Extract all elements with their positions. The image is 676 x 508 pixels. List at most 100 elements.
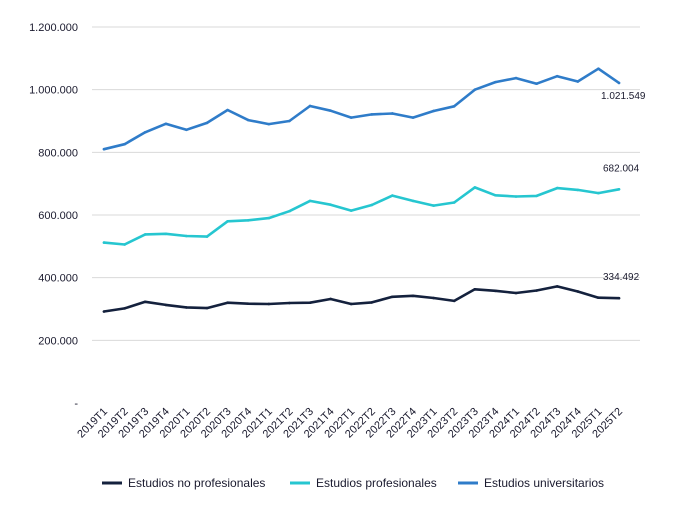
data-point — [411, 199, 415, 203]
data-point — [514, 76, 518, 80]
y-tick-label: 1.200.000 — [29, 22, 78, 34]
gridlines — [92, 26, 640, 341]
data-point — [164, 232, 168, 236]
data-point — [370, 301, 374, 304]
data-point — [473, 287, 477, 291]
data-point — [391, 194, 394, 197]
data-point — [555, 285, 559, 288]
data-point — [617, 188, 621, 191]
series-line — [102, 67, 621, 151]
data-point — [288, 209, 291, 213]
data-point — [143, 233, 147, 236]
data-point — [123, 243, 126, 246]
data-point — [329, 109, 332, 112]
data-point — [226, 219, 229, 223]
data-point — [123, 142, 126, 146]
data-point — [514, 195, 518, 198]
data-point — [226, 108, 229, 112]
data-point — [185, 128, 188, 132]
x-axis-ticks: 2019T12019T22019T32019T42020T12020T22020… — [75, 406, 625, 441]
series-line — [102, 285, 621, 313]
data-point — [288, 301, 291, 305]
data-point — [535, 194, 538, 198]
data-point — [308, 199, 312, 203]
y-tick-label: 400.000 — [38, 273, 78, 285]
y-tick-label: 200.000 — [38, 335, 78, 347]
data-point — [391, 295, 394, 299]
data-point — [452, 104, 456, 108]
data-point — [555, 74, 559, 78]
data-point — [452, 299, 456, 303]
data-point — [164, 303, 168, 307]
data-point — [411, 116, 415, 119]
data-point — [349, 116, 353, 119]
data-point — [226, 301, 229, 305]
data-point — [308, 104, 312, 108]
data-point — [535, 289, 538, 292]
data-point — [267, 302, 271, 306]
data-point — [617, 296, 621, 300]
y-axis-ticks: - 200.000 400.000 600.000 800.000 1.000.000 1.… — [29, 22, 78, 410]
data-point — [143, 130, 147, 134]
data-point — [370, 113, 374, 116]
data-point — [576, 290, 580, 293]
data-point — [185, 306, 188, 309]
y-tick-label: 600.000 — [38, 210, 78, 222]
data-point — [535, 82, 538, 86]
legend-label: Estudios universitarios — [484, 476, 604, 490]
data-point — [597, 191, 600, 195]
legend-label: Estudios profesionales — [316, 476, 437, 490]
data-point — [205, 121, 209, 125]
legend: Estudios no profesionales Estudios profes… — [102, 476, 604, 490]
data-point — [288, 119, 291, 123]
series-line — [102, 186, 621, 246]
data-point — [494, 80, 497, 84]
y-tick-label: - — [74, 398, 78, 410]
data-point — [432, 204, 435, 207]
data-point — [246, 302, 250, 305]
end-value-labels: 334.492 682.004 1.021.549 — [601, 91, 646, 283]
data-point — [205, 235, 209, 238]
data-point — [494, 193, 497, 197]
data-point — [555, 186, 559, 190]
data-point — [391, 112, 394, 115]
data-point — [246, 118, 250, 122]
legend-label: Estudios no profesionales — [128, 476, 265, 490]
data-point — [102, 310, 106, 313]
data-point — [102, 147, 106, 151]
data-point — [597, 296, 600, 300]
data-point — [576, 188, 580, 192]
data-point — [576, 80, 580, 83]
data-point — [267, 122, 271, 126]
data-point — [123, 307, 126, 310]
data-point — [246, 219, 250, 222]
data-point — [164, 122, 168, 126]
data-point — [597, 67, 600, 70]
data-point — [349, 302, 353, 306]
end-value-label: 1.021.549 — [601, 91, 646, 102]
data-point — [267, 216, 271, 220]
y-tick-label: 800.000 — [38, 147, 78, 159]
data-point — [349, 209, 353, 212]
data-point — [185, 234, 188, 238]
end-value-label: 334.492 — [603, 272, 640, 283]
data-point — [473, 88, 477, 91]
data-point — [370, 203, 374, 207]
data-point — [494, 289, 497, 293]
data-point — [514, 291, 518, 295]
data-point — [102, 241, 106, 244]
data-point — [432, 296, 435, 300]
data-point — [617, 81, 621, 85]
data-point — [308, 301, 312, 305]
end-value-label: 682.004 — [603, 163, 640, 174]
data-point — [329, 297, 332, 301]
series-lines — [102, 67, 621, 313]
data-point — [143, 300, 147, 304]
data-point — [432, 109, 435, 113]
data-point — [473, 186, 477, 189]
data-point — [411, 294, 415, 298]
data-point — [205, 306, 209, 310]
data-point — [329, 203, 332, 206]
y-tick-label: 1.000.000 — [29, 85, 78, 97]
